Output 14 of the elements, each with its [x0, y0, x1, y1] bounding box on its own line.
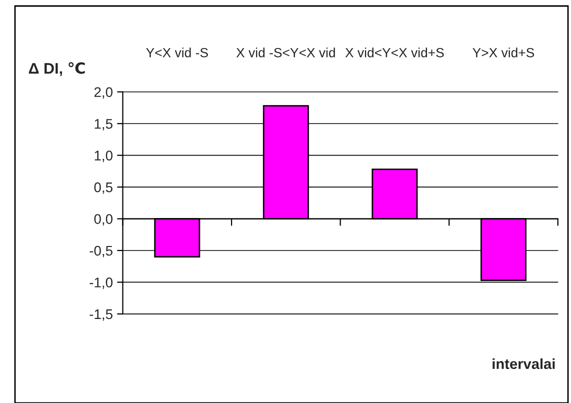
y-tick-label: -1,0 [90, 278, 112, 290]
y-tick-label: 0,0 [94, 214, 112, 226]
x-tick-label: Y>X vid+S [472, 48, 534, 58]
x-axis-title: intervalai [492, 358, 555, 370]
x-tick-label: X vid -S<Y<X vid [236, 48, 335, 58]
y-tick-label: 0,5 [94, 182, 112, 194]
x-tick-label: X vid<Y<X vid+S [345, 48, 444, 58]
y-tick-label: -1,5 [90, 309, 112, 321]
y-tick-label: 1,0 [94, 150, 112, 162]
x-tick-label: Y<X vid -S [146, 48, 208, 58]
y-tick-label: 2,0 [94, 87, 112, 99]
y-axis-title: Δ DI, ℃ [28, 62, 85, 76]
y-tick-label: 1,5 [94, 119, 112, 130]
y-tick-label: -0,5 [90, 246, 112, 258]
